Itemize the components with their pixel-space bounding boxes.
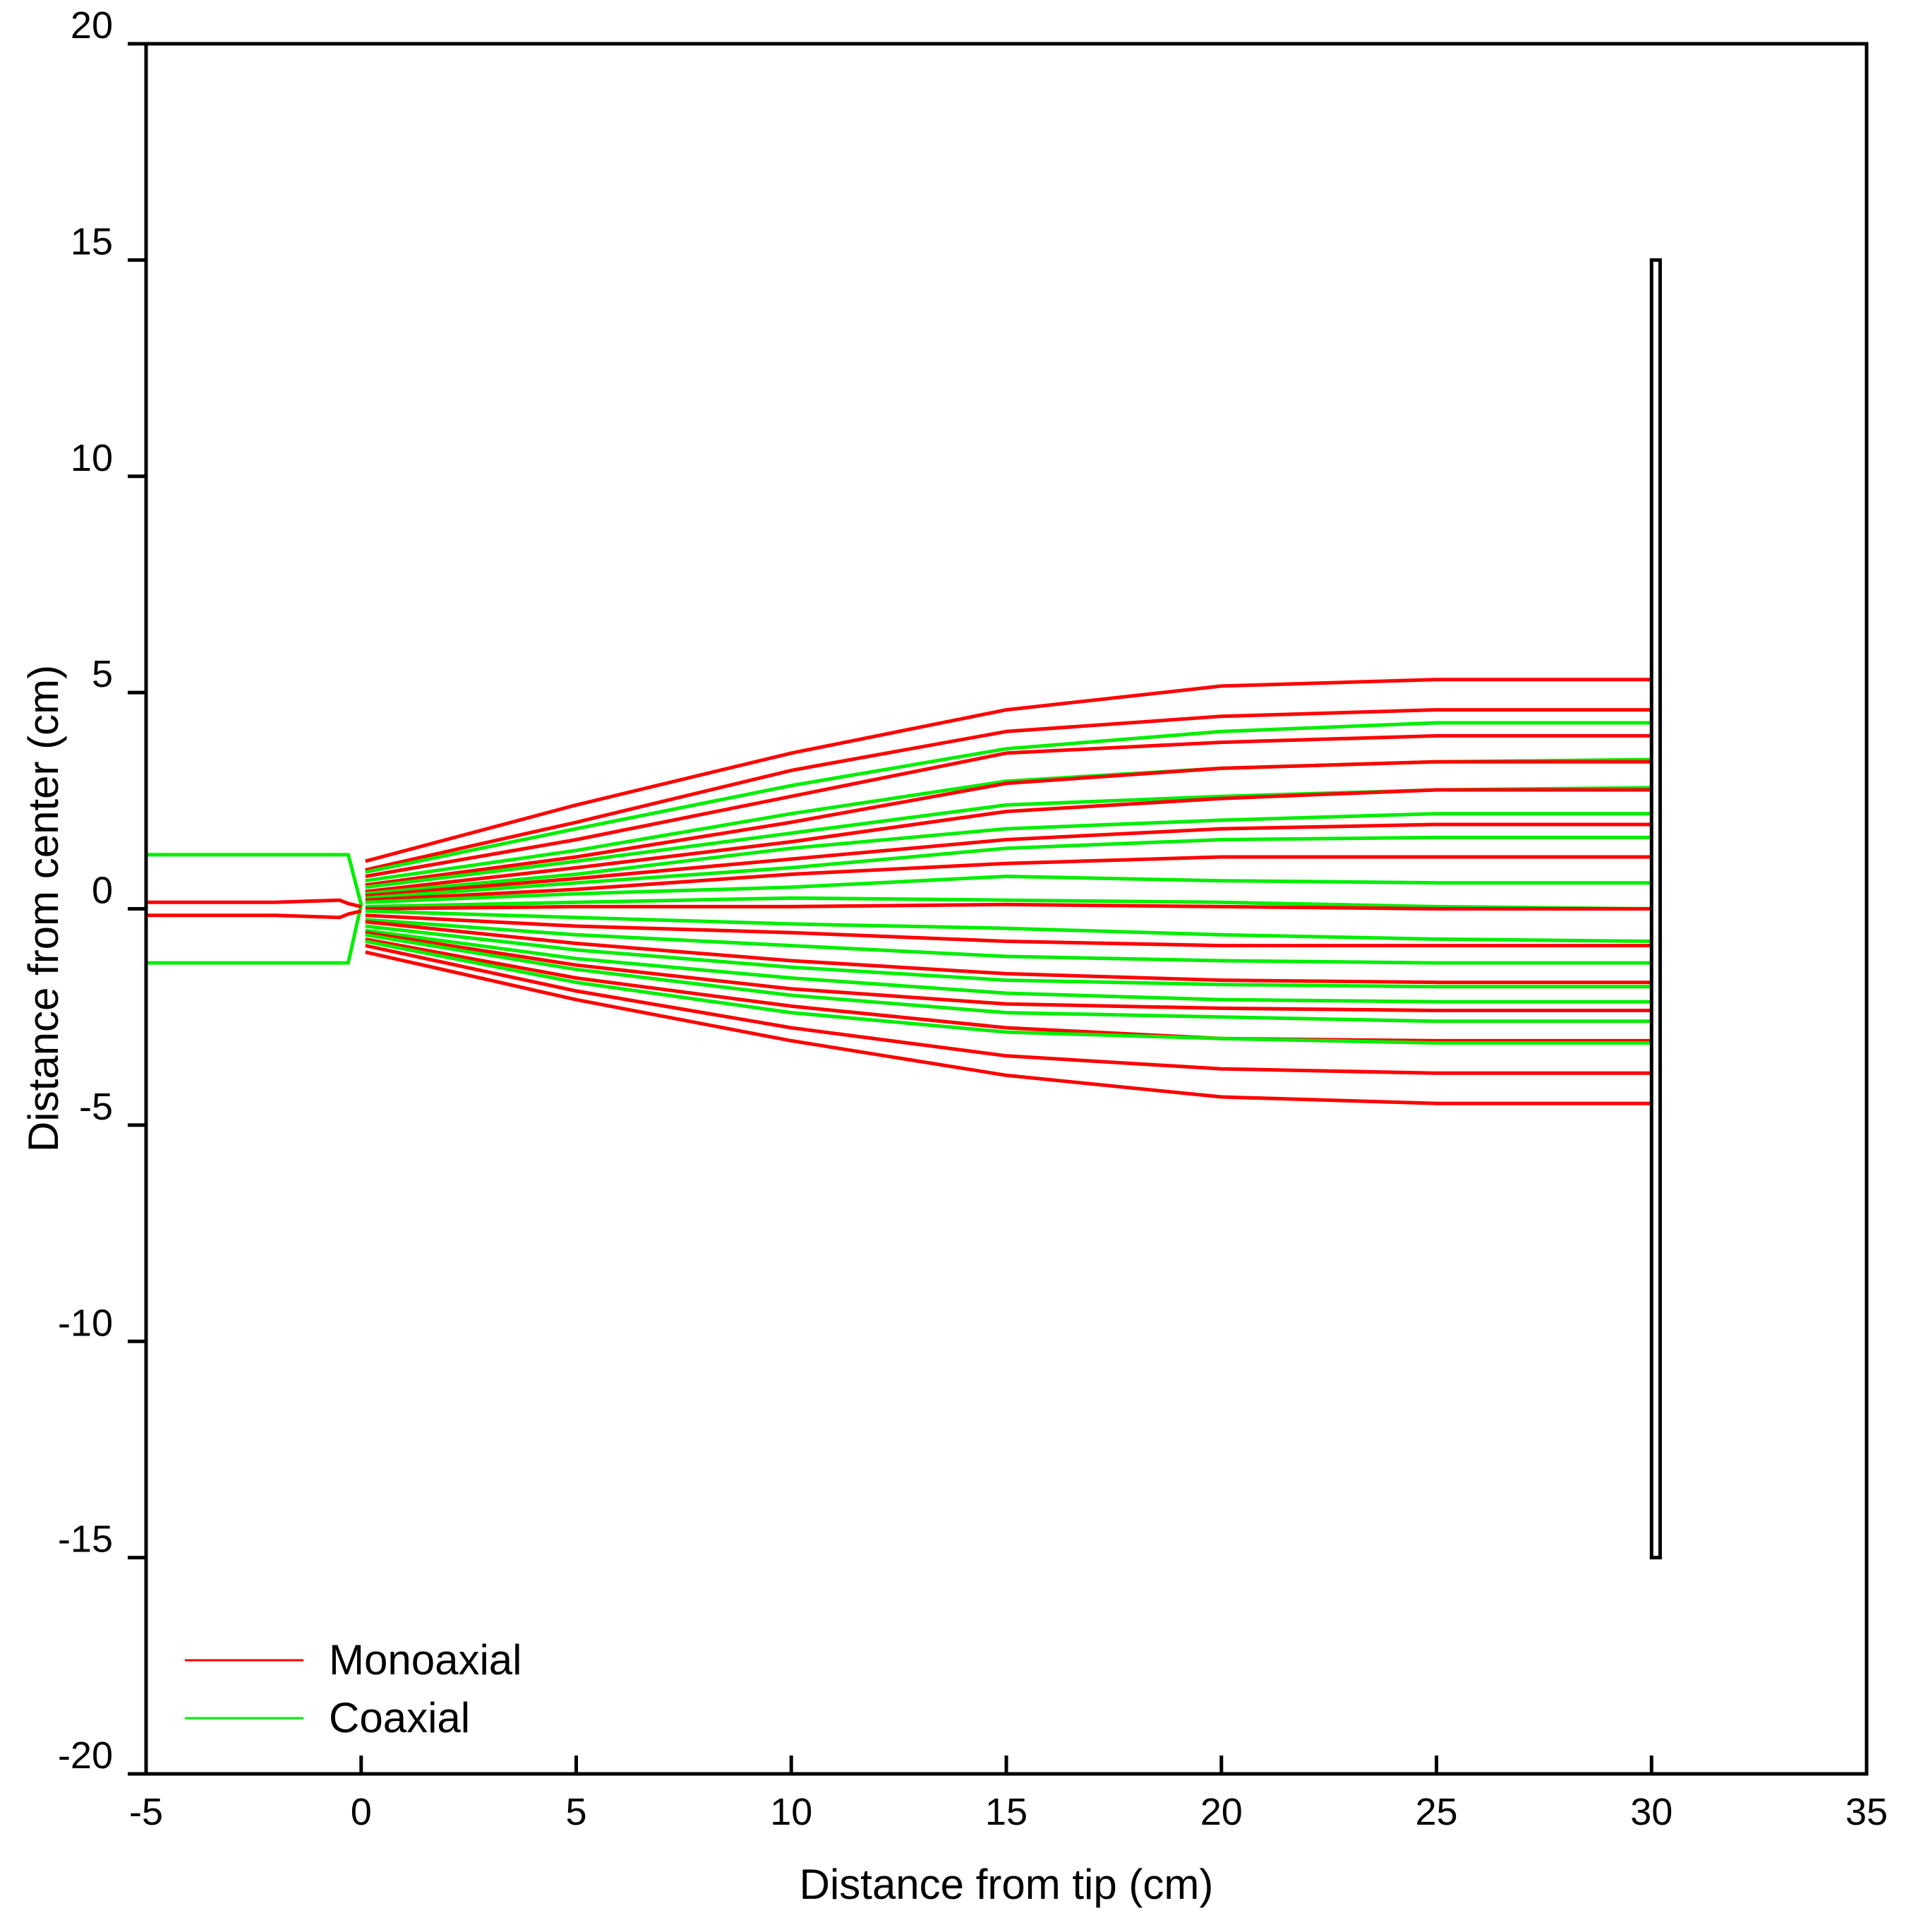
- trajectory-coaxial-10: [365, 835, 1652, 900]
- x-tick-label-0: -5: [129, 1791, 163, 1833]
- x-tick-label-3: 10: [770, 1791, 812, 1833]
- x-tick-label-4: 15: [985, 1791, 1028, 1833]
- trajectory-coaxial-22: [365, 932, 1652, 1024]
- trajectory-monoaxial-7: [365, 788, 1652, 894]
- y-tick-label-3: -5: [79, 1086, 113, 1128]
- trajectory-monoaxial-9: [365, 822, 1652, 898]
- needle-outline-monoaxial-1: [146, 898, 362, 908]
- y-tick-label-0: -20: [58, 1734, 113, 1777]
- trajectory-coaxial-17: [365, 918, 1652, 965]
- y-axis-label: Distance from center (cm): [20, 665, 67, 1152]
- trajectory-monoaxial-3: [365, 733, 1652, 878]
- y-tick-label-8: 20: [71, 4, 113, 47]
- data-lines-layer: [146, 678, 1652, 1105]
- y-tick-label-1: -15: [58, 1518, 113, 1561]
- trajectory-monoaxial-16: [365, 913, 1652, 948]
- y-tick-label-2: -10: [58, 1302, 113, 1344]
- x-tick-label-2: 5: [565, 1791, 586, 1833]
- legend-label-monoaxial: Monoaxial: [329, 1636, 522, 1684]
- legend: Monoaxial Coaxial: [185, 1636, 522, 1741]
- needle-outline-coaxial-0: [146, 853, 363, 965]
- trajectory-coaxial-2: [365, 721, 1652, 874]
- trajectory-monoaxial-21: [365, 930, 1652, 1012]
- y-tick-label-6: 10: [71, 437, 113, 479]
- trajectory-monoaxial-14: [365, 902, 1652, 911]
- trajectory-monoaxial-26: [365, 950, 1652, 1105]
- collector-plate-layer: [1649, 258, 1662, 1560]
- x-tick-label-8: 35: [1845, 1791, 1888, 1833]
- trajectory-coaxial-19: [365, 924, 1652, 989]
- x-axis-label: Distance from tip (cm): [800, 1861, 1214, 1908]
- trajectory-coaxial-12: [365, 875, 1652, 904]
- trajectory-monoaxial-5: [365, 760, 1652, 887]
- y-tick-label-4: 0: [92, 870, 113, 912]
- trajectory-coaxial-13: [365, 896, 1652, 911]
- legend-label-coaxial: Coaxial: [329, 1694, 470, 1741]
- collector-plate: [1649, 258, 1662, 1560]
- trajectory-monoaxial-25: [365, 944, 1652, 1075]
- needle-outline-monoaxial-2: [146, 909, 362, 920]
- trajectory-coaxial-8: [365, 812, 1652, 896]
- trajectory-monoaxial-0: [365, 678, 1652, 863]
- y-tick-label-7: 15: [71, 220, 113, 263]
- x-tick-label-6: 25: [1415, 1791, 1457, 1833]
- x-tick-label-5: 20: [1200, 1791, 1243, 1833]
- axis-ticks-layer: -5 0 5 10 15 20 25 30 35 -20 -15 -10 -5 0 5 10 15 20: [58, 4, 1888, 1833]
- trajectory-coaxial-15: [365, 909, 1652, 943]
- trajectory-coaxial-20: [365, 928, 1652, 1004]
- trajectory-monoaxial-23: [365, 937, 1652, 1043]
- trajectory-monoaxial-11: [365, 855, 1652, 902]
- trajectory-coaxial-24: [365, 940, 1652, 1045]
- trajectory-monoaxial-1: [365, 708, 1652, 872]
- x-tick-label-7: 30: [1630, 1791, 1673, 1833]
- y-tick-label-5: 5: [92, 653, 113, 695]
- x-tick-label-1: 0: [351, 1791, 372, 1833]
- trajectory-monoaxial-18: [365, 920, 1652, 985]
